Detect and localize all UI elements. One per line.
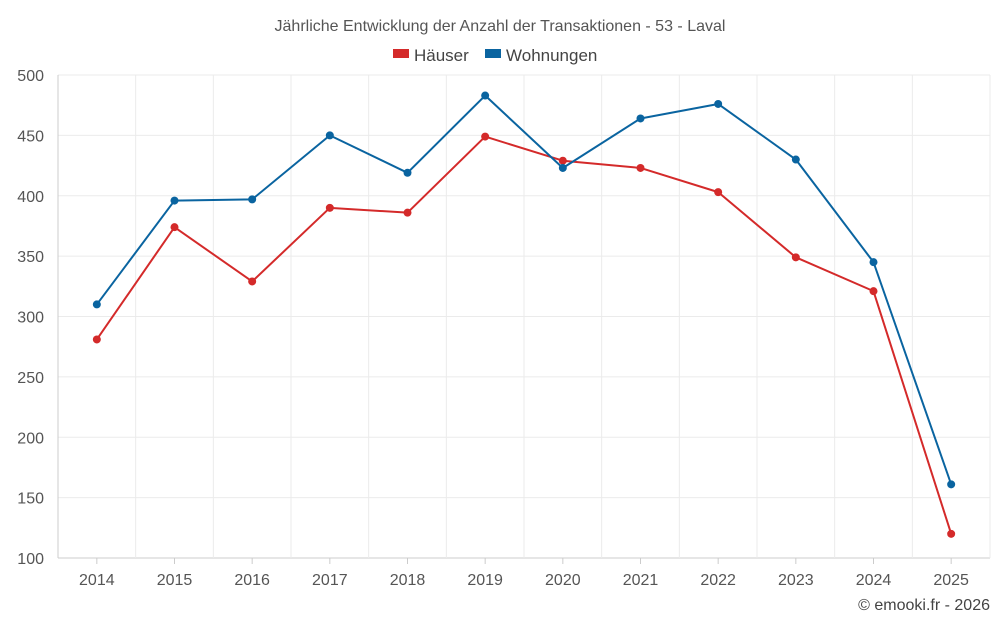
y-tick-label: 250: [17, 370, 44, 387]
y-tick-label: 450: [17, 128, 44, 145]
legend-item[interactable]: Häuser: [393, 46, 469, 65]
y-tick-label: 500: [17, 68, 44, 85]
data-point[interactable]: [481, 91, 490, 100]
data-point[interactable]: [248, 195, 257, 204]
data-point[interactable]: [558, 163, 567, 172]
y-tick-label: 150: [17, 491, 44, 508]
series-line: [96, 94, 953, 485]
copyright-credit: © emooki.fr - 2026: [858, 597, 990, 614]
x-tick-label: 2015: [157, 572, 193, 589]
data-point[interactable]: [714, 99, 723, 108]
data-point[interactable]: [636, 163, 645, 172]
legend-label: Wohnungen: [506, 46, 597, 65]
y-axis-ticks: 100 150 200 250 300 350 400 450 500: [17, 68, 44, 568]
data-point[interactable]: [325, 131, 334, 140]
data-point[interactable]: [947, 529, 956, 538]
data-point[interactable]: [403, 208, 412, 217]
series-line: [96, 135, 953, 535]
data-point[interactable]: [170, 196, 179, 205]
legend-swatch: [393, 49, 409, 58]
x-tick-label: 2020: [545, 572, 581, 589]
data-point[interactable]: [869, 258, 878, 267]
data-point[interactable]: [636, 114, 645, 123]
data-point[interactable]: [481, 132, 490, 141]
x-tick-label: 2023: [778, 572, 814, 589]
x-tick-label: 2025: [933, 572, 969, 589]
x-tick-label: 2016: [234, 572, 270, 589]
grid: [57, 74, 991, 559]
data-point[interactable]: [92, 335, 101, 344]
x-axis-ticks: 2014 2015 2016 2017 2018 2019 2020 2021 2022 2023…: [79, 558, 969, 589]
legend-item[interactable]: Wohnungen: [485, 46, 597, 65]
x-tick-label: 2018: [390, 572, 426, 589]
legend-label: Häuser: [414, 46, 469, 65]
data-point[interactable]: [791, 155, 800, 164]
data-point[interactable]: [558, 156, 567, 165]
y-tick-label: 350: [17, 249, 44, 266]
x-tick-label: 2019: [467, 572, 503, 589]
data-point[interactable]: [325, 203, 334, 212]
y-tick-label: 200: [17, 430, 44, 447]
x-tick-label: 2017: [312, 572, 348, 589]
data-point[interactable]: [92, 300, 101, 309]
data-point[interactable]: [947, 480, 956, 489]
legend: Häuser Wohnungen: [393, 46, 597, 65]
y-tick-label: 100: [17, 551, 44, 568]
data-point[interactable]: [403, 168, 412, 177]
x-tick-label: 2021: [623, 572, 659, 589]
y-tick-label: 300: [17, 310, 44, 327]
x-tick-label: 2022: [700, 572, 736, 589]
series-h-user: [92, 132, 956, 538]
data-point[interactable]: [714, 188, 723, 197]
series-layer: [92, 91, 956, 538]
data-point[interactable]: [791, 253, 800, 262]
data-point[interactable]: [170, 223, 179, 232]
x-tick-label: 2014: [79, 572, 115, 589]
legend-swatch: [485, 49, 501, 58]
series-wohnungen: [92, 91, 956, 489]
data-point[interactable]: [248, 277, 257, 286]
y-tick-label: 400: [17, 189, 44, 206]
x-tick-label: 2024: [856, 572, 892, 589]
data-point[interactable]: [869, 287, 878, 296]
chart-title: Jährliche Entwicklung der Anzahl der Tra…: [275, 18, 726, 35]
